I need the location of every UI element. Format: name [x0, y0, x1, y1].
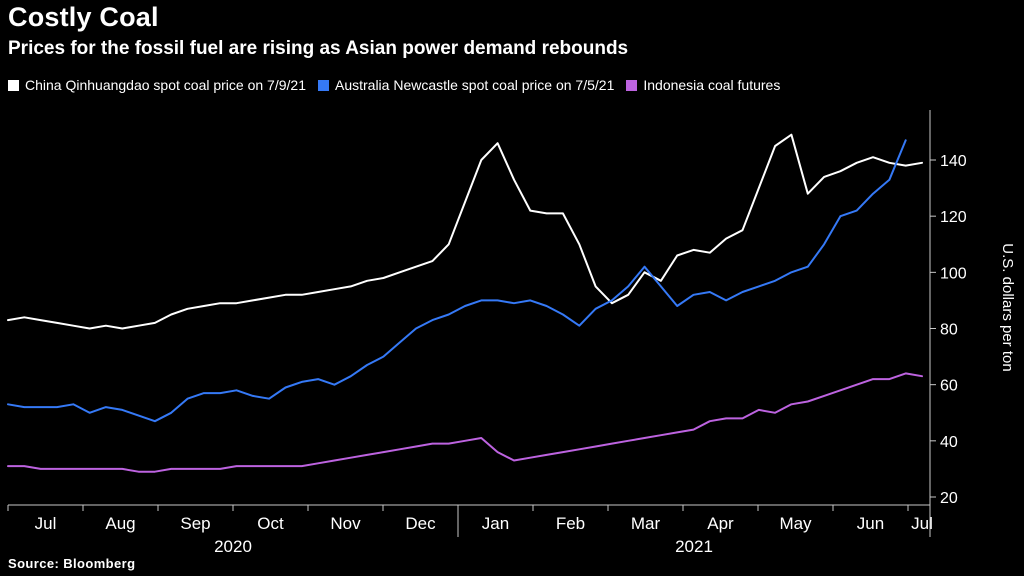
chart-legend: China Qinhuangdao spot coal price on 7/9…: [8, 77, 780, 93]
legend-label-australia: Australia Newcastle spot coal price on 7…: [334, 77, 615, 93]
svg-text:Sep: Sep: [180, 514, 210, 533]
legend-swatch-australia-icon: [317, 79, 329, 91]
svg-text:Dec: Dec: [405, 514, 436, 533]
svg-text:140: 140: [940, 153, 967, 170]
svg-text:40: 40: [940, 434, 958, 451]
svg-text:May: May: [779, 514, 812, 533]
legend-item-indonesia: Indonesia coal futures: [626, 77, 780, 93]
svg-text:Feb: Feb: [556, 514, 585, 533]
svg-text:U.S. dollars per ton: U.S. dollars per ton: [999, 243, 1016, 371]
svg-text:60: 60: [940, 378, 958, 395]
legend-label-china: China Qinhuangdao spot coal price on 7/9…: [25, 77, 306, 93]
svg-text:Apr: Apr: [707, 514, 734, 533]
legend-label-indonesia: Indonesia coal futures: [643, 77, 781, 93]
svg-text:Aug: Aug: [105, 514, 135, 533]
svg-text:120: 120: [940, 209, 967, 226]
svg-text:2021: 2021: [675, 537, 713, 556]
line-australia-newcastle: [7, 139, 907, 423]
line-indonesia-futures: [7, 372, 923, 473]
legend-swatch-indonesia-icon: [626, 79, 638, 91]
svg-text:Oct: Oct: [257, 514, 284, 533]
svg-text:20: 20: [940, 490, 958, 507]
legend-swatch-china-icon: [8, 79, 19, 91]
svg-text:Nov: Nov: [330, 514, 361, 533]
line-china-qinhuangdao: [7, 133, 923, 330]
svg-text:80: 80: [940, 322, 958, 339]
svg-text:Jul: Jul: [911, 514, 933, 533]
svg-text:Jun: Jun: [857, 514, 884, 533]
source-attribution: Source: Bloomberg: [8, 556, 136, 571]
page-subtitle: Prices for the fossil fuel are rising as…: [8, 38, 629, 59]
svg-text:Jul: Jul: [35, 514, 57, 533]
svg-text:2020: 2020: [214, 537, 252, 556]
legend-item-australia: Australia Newcastle spot coal price on 7…: [317, 77, 615, 93]
legend-item-china: China Qinhuangdao spot coal price on 7/9…: [8, 77, 306, 93]
svg-text:100: 100: [940, 265, 967, 282]
svg-text:Mar: Mar: [631, 514, 661, 533]
page-title: Costly Coal: [8, 2, 159, 32]
svg-text:Jan: Jan: [482, 514, 509, 533]
